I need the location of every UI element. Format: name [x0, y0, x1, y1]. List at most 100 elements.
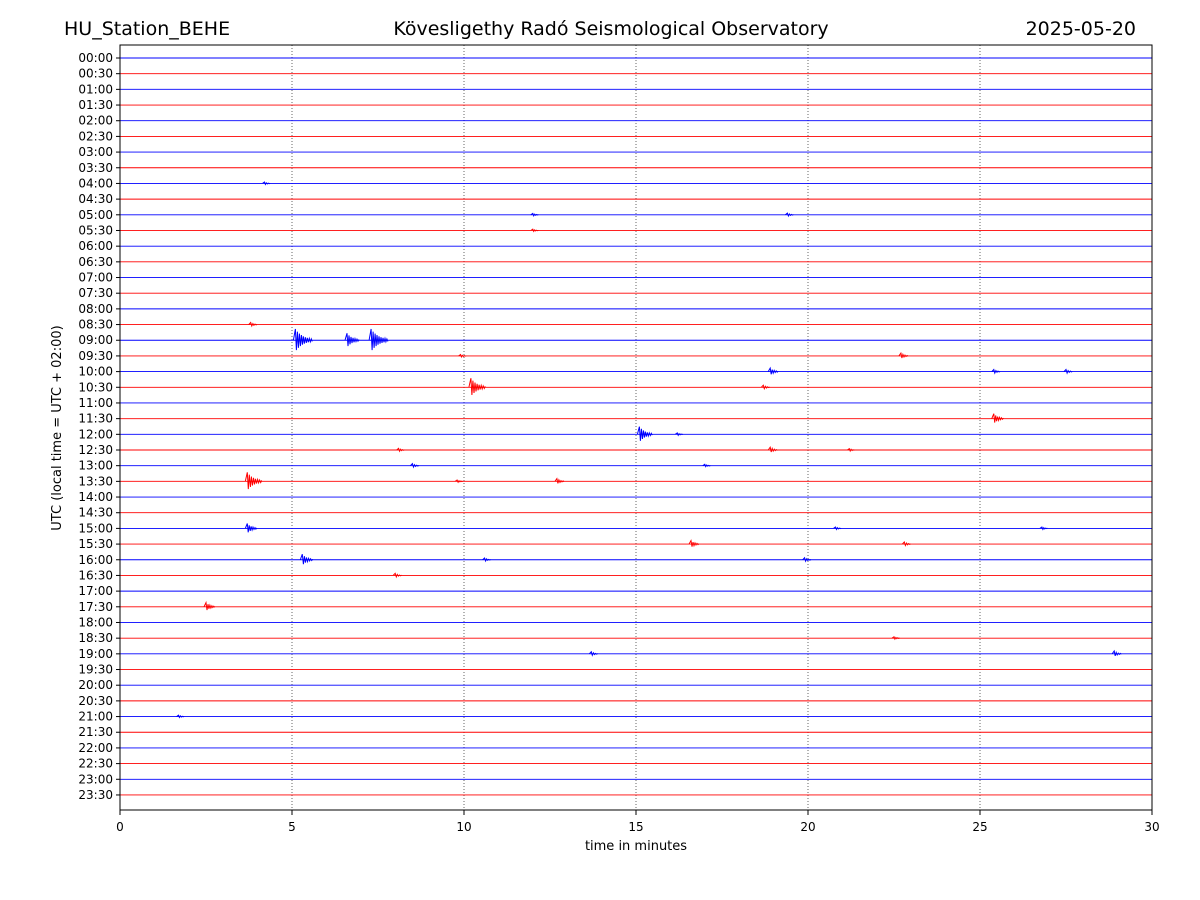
seismic-event-16: [636, 426, 653, 441]
seismic-event-22: [702, 463, 711, 468]
y-tick-label: 08:30: [78, 318, 113, 332]
y-tick-label: 09:30: [78, 349, 113, 363]
y-tick-label: 17:00: [78, 584, 113, 598]
seismic-event-8: [458, 353, 467, 359]
x-tick-label: 5: [288, 820, 296, 834]
seismic-event-12: [1063, 368, 1073, 375]
seismic-event-35: [203, 600, 216, 611]
seismic-event-30: [901, 541, 911, 547]
seismic-event-6: [344, 333, 360, 347]
x-axis-ticks: 0 5 10 15 20 25 30: [116, 810, 1160, 834]
y-tick-label: 10:30: [78, 380, 113, 394]
y-tick-label: 03:30: [78, 161, 113, 175]
seismic-event-37: [588, 650, 598, 657]
y-tick-label: 09:00: [78, 333, 113, 347]
y-tick-label: 22:30: [78, 757, 113, 771]
seismic-event-32: [482, 557, 491, 563]
y-tick-label: 01:30: [78, 98, 113, 112]
y-tick-label: 13:30: [78, 474, 113, 488]
seismic-event-14: [760, 384, 770, 391]
seismic-event-25: [554, 477, 565, 484]
seismic-event-39: [176, 714, 185, 719]
y-tick-label: 18:00: [78, 615, 113, 629]
seismic-event-5: [292, 328, 313, 351]
x-tick-label: 10: [456, 820, 471, 834]
y-tick-label: 08:00: [78, 302, 113, 316]
seismic-event-3: [530, 228, 539, 233]
y-tick-label: 07:00: [78, 271, 113, 285]
seismic-event-34: [392, 572, 402, 579]
seismic-event-38: [1111, 649, 1122, 657]
y-tick-label: 02:00: [78, 114, 113, 128]
y-tick-label: 07:30: [78, 286, 113, 300]
seismic-event-17: [675, 432, 684, 437]
y-tick-label: 23:00: [78, 772, 113, 786]
seismic-event-0: [262, 181, 271, 186]
seismic-event-33: [802, 556, 812, 563]
y-tick-label: 14:00: [78, 490, 113, 504]
y-tick-label: 15:30: [78, 537, 113, 551]
y-tick-label: 04:30: [78, 192, 113, 206]
y-tick-label: 06:30: [78, 255, 113, 269]
seismic-event-4: [248, 321, 258, 328]
seismic-event-31: [299, 554, 314, 565]
x-tick-label: 0: [116, 820, 124, 834]
seismic-event-28: [1039, 526, 1048, 531]
y-tick-label: 21:30: [78, 725, 113, 739]
seismic-event-29: [688, 539, 700, 548]
seismic-traces: [120, 57, 1152, 796]
y-tick-label: 13:00: [78, 459, 113, 473]
station-title: HU_Station_BEHE: [64, 18, 230, 40]
seismic-event-7: [368, 328, 389, 351]
y-tick-label: 17:30: [78, 600, 113, 614]
seismic-events: [176, 181, 1122, 719]
seismic-event-21: [410, 462, 420, 469]
seismic-event-26: [244, 523, 258, 533]
seismic-event-11: [991, 368, 1001, 375]
y-tick-label: 10:00: [78, 365, 113, 379]
y-tick-label: 16:00: [78, 553, 113, 567]
seismic-event-27: [833, 526, 842, 531]
y-tick-label: 11:30: [78, 412, 113, 426]
y-tick-label: 05:30: [78, 223, 113, 237]
y-tick-label: 18:30: [78, 631, 113, 645]
seismic-event-15: [991, 413, 1004, 423]
y-tick-label: 20:00: [78, 678, 113, 692]
y-tick-label: 02:30: [78, 129, 113, 143]
y-tick-label: 23:30: [78, 788, 113, 802]
seismic-event-24: [454, 479, 463, 484]
y-tick-label: 22:00: [78, 741, 113, 755]
y-tick-label: 15:00: [78, 521, 113, 535]
y-tick-label: 12:00: [78, 427, 113, 441]
y-tick-label: 01:00: [78, 82, 113, 96]
y-tick-label: 00:00: [78, 51, 113, 65]
x-tick-label: 25: [972, 820, 987, 834]
seismic-event-13: [468, 378, 486, 396]
seismic-event-36: [891, 636, 900, 641]
y-tick-label: 06:00: [78, 239, 113, 253]
x-tick-label: 20: [800, 820, 815, 834]
y-tick-label: 20:30: [78, 694, 113, 708]
observatory-title: Kövesligethy Radó Seismological Observat…: [393, 18, 828, 40]
x-tick-label: 30: [1144, 820, 1159, 834]
y-axis-label: UTC (local time = UTC + 02:00): [50, 325, 65, 530]
y-tick-label: 19:30: [78, 663, 113, 677]
x-axis-label: time in minutes: [585, 839, 687, 854]
seismic-event-20: [847, 447, 856, 453]
y-tick-label: 14:30: [78, 506, 113, 520]
seismic-event-23: [244, 472, 263, 490]
y-tick-label: 16:30: [78, 568, 113, 582]
y-tick-label: 05:00: [78, 208, 113, 222]
y-tick-label: 21:00: [78, 710, 113, 724]
y-tick-label: 11:00: [78, 396, 113, 410]
y-tick-label: 03:00: [78, 145, 113, 159]
y-tick-label: 04:00: [78, 176, 113, 190]
date-title: 2025-05-20: [1026, 18, 1136, 40]
seismic-event-19: [767, 445, 778, 453]
x-tick-label: 15: [628, 820, 643, 834]
seismic-event-18: [396, 447, 405, 453]
seismic-event-1: [530, 212, 539, 217]
seismic-event-9: [898, 351, 909, 359]
